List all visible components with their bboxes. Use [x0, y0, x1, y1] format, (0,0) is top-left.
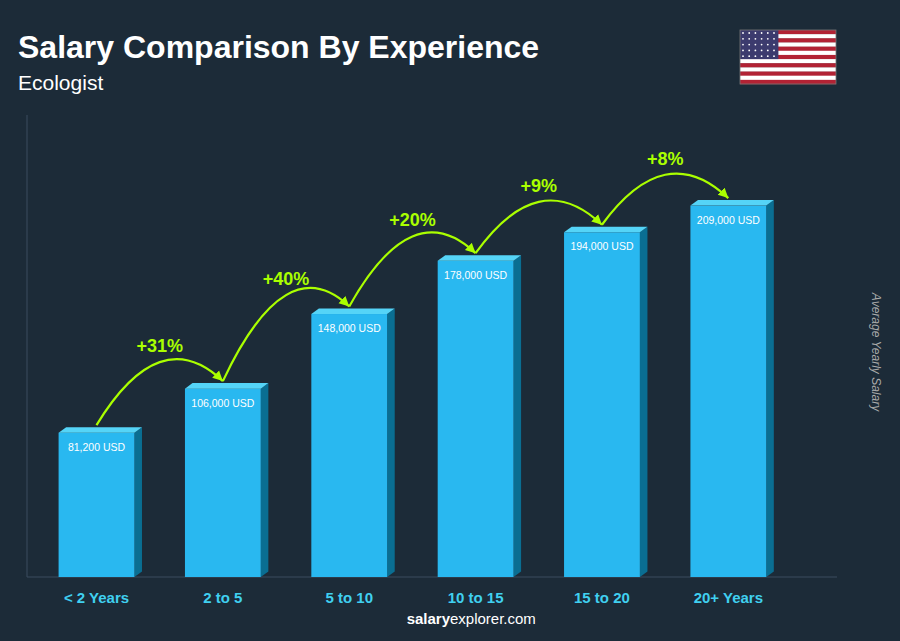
bar-top: [438, 255, 521, 261]
bar-top: [185, 383, 268, 389]
flag-stripe: [740, 67, 836, 71]
bar-side: [387, 308, 395, 577]
flag-star: [755, 38, 757, 40]
flag-canton: [740, 30, 778, 59]
flag-star: [761, 38, 763, 40]
flag-border: [740, 30, 836, 84]
bar-side: [766, 200, 774, 577]
flag-star: [773, 50, 775, 52]
flag-stripe: [740, 59, 836, 63]
change-arc: [602, 174, 728, 225]
flag-star: [773, 55, 775, 57]
footer-site: explorer.com: [450, 610, 536, 627]
title: Salary Comparison By Experience: [18, 29, 539, 65]
flag-star: [761, 50, 763, 52]
bar: [564, 232, 640, 577]
flag-star: [773, 32, 775, 34]
bar: [59, 433, 135, 577]
flag-star: [767, 32, 769, 34]
flag: [740, 30, 836, 84]
bar-top: [564, 227, 647, 233]
flag-stripe: [740, 72, 836, 76]
flag-star: [767, 50, 769, 52]
chart: Salary Comparison By Experience Ecologist…: [0, 0, 900, 641]
value-label: 81,200 USD: [68, 441, 126, 453]
flag-stripe: [740, 63, 836, 67]
bar-side: [134, 427, 142, 577]
x-tick-label: 5 to 10: [325, 589, 373, 606]
x-tick-label: 10 to 15: [448, 589, 504, 606]
bar: [311, 314, 387, 577]
flag-star: [761, 44, 763, 46]
flag-star: [773, 44, 775, 46]
flag-star: [742, 38, 744, 40]
x-tick-label: < 2 Years: [64, 589, 129, 606]
x-tick-label: 20+ Years: [694, 589, 763, 606]
x-tick-label: 15 to 20: [574, 589, 630, 606]
bar: [185, 389, 261, 577]
value-label: 209,000 USD: [697, 214, 760, 226]
value-label: 178,000 USD: [444, 269, 507, 281]
flag-star: [748, 32, 750, 34]
bar-side: [261, 383, 269, 577]
bar-side: [640, 227, 648, 577]
change-arc: [349, 232, 475, 306]
flag-star: [748, 38, 750, 40]
bar: [690, 206, 766, 577]
flag-star: [767, 55, 769, 57]
value-label: 106,000 USD: [191, 397, 254, 409]
flag-star: [761, 55, 763, 57]
bar-top: [690, 200, 773, 206]
flag-star: [742, 55, 744, 57]
bar-side: [514, 255, 522, 577]
flag-star: [755, 55, 757, 57]
y-axis-label: Average Yearly Salary: [869, 292, 883, 412]
change-label: +20%: [389, 210, 436, 230]
flag-star: [767, 44, 769, 46]
bar-top: [59, 427, 142, 433]
flag-star: [748, 44, 750, 46]
flag-star: [761, 32, 763, 34]
change-arcs: [97, 174, 729, 426]
footer-brand: salary: [407, 610, 451, 627]
flag-star: [748, 55, 750, 57]
flag-star: [748, 50, 750, 52]
flag-star: [742, 32, 744, 34]
change-label: +9%: [521, 176, 558, 196]
subtitle: Ecologist: [18, 71, 103, 94]
bar: [438, 261, 514, 577]
change-arc: [223, 288, 349, 381]
change-label: +40%: [263, 269, 310, 289]
change-arc: [476, 200, 602, 253]
change-label: +31%: [136, 336, 183, 356]
value-label: 148,000 USD: [318, 322, 381, 334]
flag-star: [767, 38, 769, 40]
flag-star: [773, 38, 775, 40]
x-tick-label: 2 to 5: [203, 589, 242, 606]
change-label: +8%: [647, 149, 684, 169]
flag-star: [755, 44, 757, 46]
flag-star: [755, 32, 757, 34]
flag-star: [755, 50, 757, 52]
flag-star: [742, 50, 744, 52]
value-label: 194,000 USD: [570, 240, 633, 252]
background: [0, 0, 900, 641]
change-arc: [97, 359, 223, 425]
bars: [59, 200, 774, 577]
bar-top: [311, 308, 394, 314]
flag-star: [742, 44, 744, 46]
flag-stripe: [740, 76, 836, 80]
y-axis-line: [27, 115, 28, 577]
